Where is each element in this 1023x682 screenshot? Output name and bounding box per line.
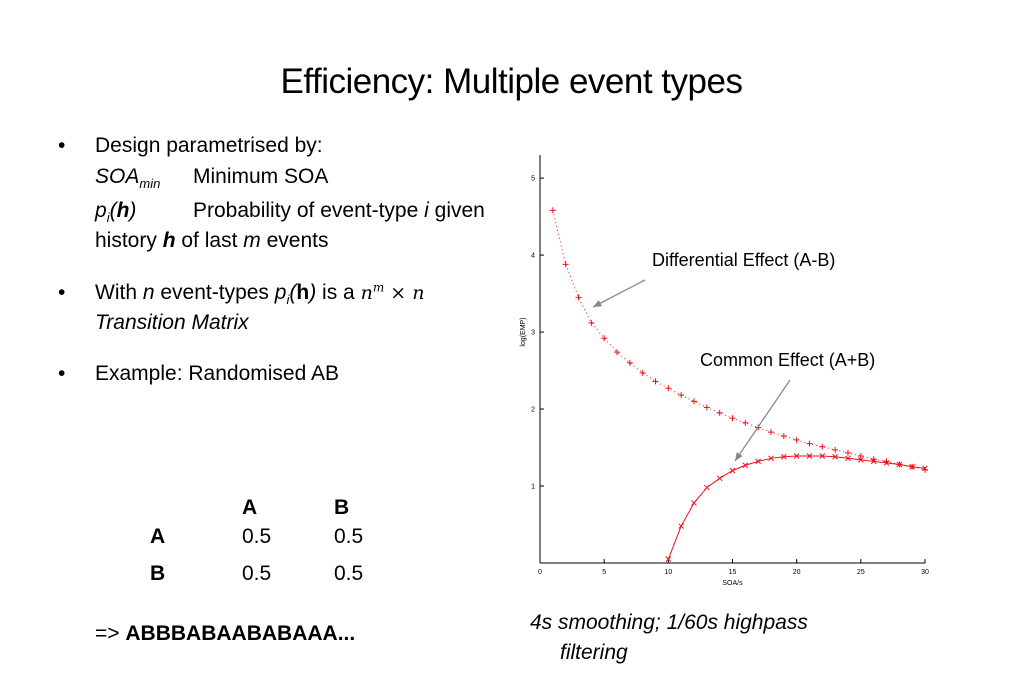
differential-series-point <box>832 446 839 453</box>
p-term: pi(h) <box>95 199 137 226</box>
y-tick-label: 1 <box>531 484 535 491</box>
differential-series-point <box>614 349 620 356</box>
p-definition: Probability of event-type i given histor… <box>95 199 485 253</box>
differential-series-point <box>806 440 813 447</box>
common-series-point <box>909 463 916 470</box>
common-series-point <box>883 460 890 466</box>
y-tick-label: 3 <box>531 330 535 337</box>
x-tick-label: 20 <box>793 569 801 576</box>
bullet-list: • Design parametrised by: SOAmin Minimum … <box>58 132 498 387</box>
chart-caption: 4s smoothing; 1/60s highpass filtering <box>530 611 808 665</box>
x-tick-label: 25 <box>857 569 865 576</box>
common-series-point <box>845 455 851 462</box>
common-series-point <box>819 453 826 459</box>
table-header-row: A B <box>150 486 414 520</box>
differential-series-point <box>691 398 697 405</box>
differential-series-point <box>652 378 659 385</box>
differential-series-point <box>562 261 569 268</box>
differential-series-point <box>857 452 864 459</box>
differential-series-point <box>575 294 582 301</box>
common-series-point <box>742 462 749 469</box>
common-series-point <box>716 475 723 482</box>
table-cell: 0.5 <box>334 562 364 585</box>
common-series-point <box>755 458 762 465</box>
differential-series-point <box>768 429 774 436</box>
table-row: B 0.5 0.5 <box>150 554 414 594</box>
common-arrow-head <box>735 452 743 461</box>
differential-series-point <box>703 404 710 411</box>
common-series-line <box>667 455 926 560</box>
common-series-point <box>780 453 787 460</box>
y-axis-label: log(EMP) <box>520 317 527 346</box>
common-series-point <box>857 456 864 463</box>
differential-effect-label: Differential Effect (A-B) <box>652 250 836 270</box>
soa-term: SOAmin <box>95 165 161 192</box>
common-series-point <box>678 523 685 529</box>
bullet-design-text: Design parametrised by: <box>95 134 323 157</box>
definition-soa: SOAmin Minimum SOA <box>58 163 498 193</box>
x-tick-label: 5 <box>602 569 606 576</box>
differential-series-point <box>601 335 608 342</box>
y-tick-label: 4 <box>531 253 535 260</box>
row-header: B <box>150 562 166 585</box>
differential-series-point <box>549 207 556 214</box>
differential-series-point <box>729 415 736 422</box>
x-axis-label: SOA/s <box>722 580 743 587</box>
table-row: A 0.5 0.5 <box>150 520 414 554</box>
soa-definition: Minimum SOA <box>193 165 329 189</box>
differential-series-point <box>716 409 723 416</box>
x-tick-label: 15 <box>729 569 737 576</box>
common-effect-label: Common Effect (A+B) <box>700 350 876 370</box>
transition-matrix-table: A B A 0.5 0.5 B 0.5 0.5 <box>150 486 414 594</box>
differential-arrow <box>592 279 646 308</box>
differential-series-point <box>665 385 672 392</box>
differential-series-point <box>639 369 646 376</box>
common-series-point <box>691 500 697 506</box>
differential-series-point <box>626 359 633 366</box>
x-tick-label: 10 <box>664 569 672 576</box>
differential-series-point <box>819 443 826 450</box>
differential-series-line <box>552 210 926 471</box>
differential-series-point <box>793 436 800 443</box>
row-header: A <box>150 525 166 548</box>
common-series-point <box>922 465 928 472</box>
common-series-point <box>806 453 813 459</box>
column-header: A <box>242 496 258 519</box>
common-series-point <box>793 453 800 459</box>
column-header: B <box>334 496 350 519</box>
table-cell: 0.5 <box>334 525 364 548</box>
definition-p: pi(h) Probability of event-type i given h… <box>58 197 498 254</box>
differential-series-point <box>780 432 787 439</box>
matrix-size-formula: nm × n <box>360 280 425 304</box>
bullet-dot: • <box>58 280 66 304</box>
bullet-event-types: • With n event-types pi(h) is a nm × n T… <box>58 280 425 334</box>
common-arrow <box>734 379 791 462</box>
bullet-design: • Design parametrised by: <box>58 132 498 159</box>
differential-series-point <box>678 392 685 399</box>
common-series-point <box>870 458 877 465</box>
transition-matrix-text: Transition Matrix <box>95 310 249 334</box>
bullet-example: • Example: Randomised AB <box>58 360 498 387</box>
table-cell: 0.5 <box>242 562 272 585</box>
y-tick-label: 2 <box>531 407 535 414</box>
differential-series-point <box>742 419 749 426</box>
table-cell: 0.5 <box>242 525 272 548</box>
x-tick-label: 0 <box>538 569 542 576</box>
differential-arrow-head <box>593 300 602 307</box>
bullet-dot: • <box>58 134 66 157</box>
common-series-point <box>729 467 736 474</box>
common-series-point <box>703 484 710 491</box>
common-series-point <box>896 461 903 468</box>
differential-series-point <box>845 449 851 456</box>
common-series-point <box>665 556 672 563</box>
result-sequence: => ABBBABAABABAAA... <box>95 622 356 645</box>
common-series-point <box>832 453 839 460</box>
efficiency-chart: 0 5 10 15 20 25 30 1 2 3 4 5 SOA/s log(EMP) <box>520 155 929 587</box>
common-series-point <box>768 455 774 462</box>
x-tick-label: 30 <box>921 569 929 576</box>
y-tick-label: 5 <box>531 176 535 183</box>
slide-title: Efficiency: Multiple event types <box>280 62 743 101</box>
bullet-dot: • <box>58 362 66 386</box>
differential-series-point <box>588 319 595 326</box>
